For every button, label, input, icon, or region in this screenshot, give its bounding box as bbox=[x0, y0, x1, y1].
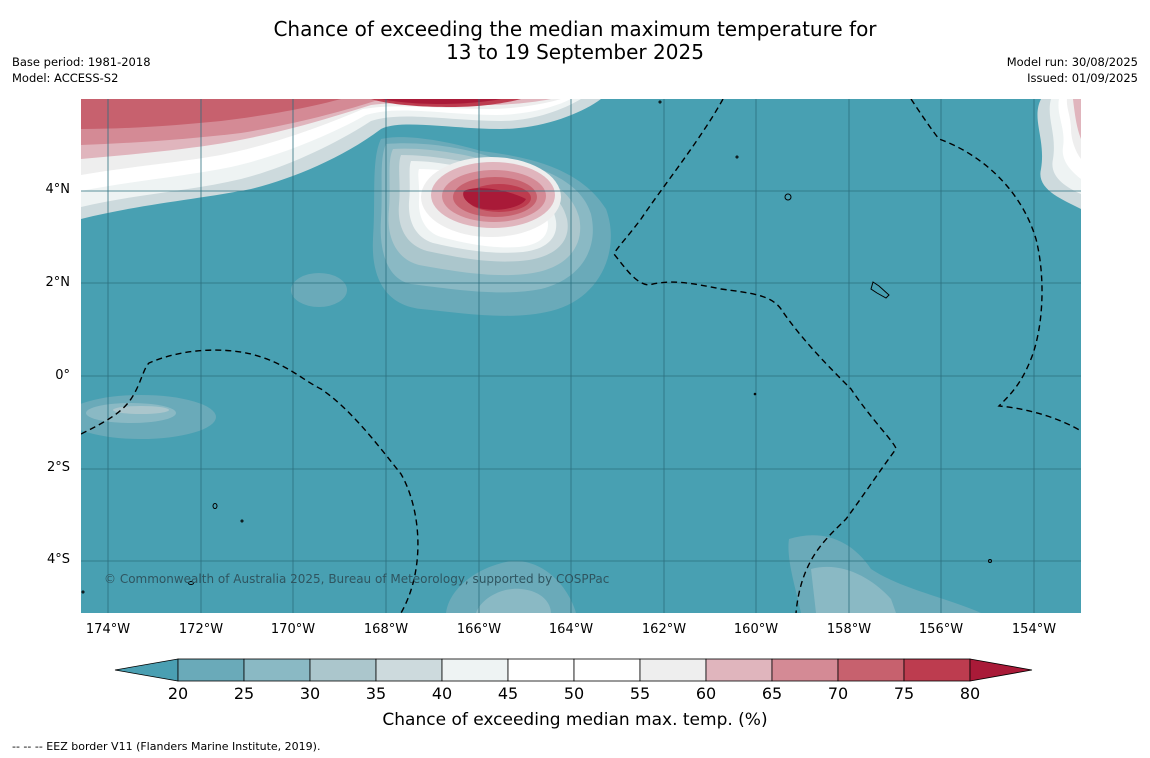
colorbar-tick-65: 65 bbox=[761, 684, 783, 703]
lat-label-4s: 4°S bbox=[46, 552, 70, 567]
lon-label-156w: 156°W bbox=[918, 622, 964, 637]
colorbar-segment bbox=[243, 658, 311, 682]
islands bbox=[81, 100, 992, 594]
colorbar-segment bbox=[375, 658, 443, 682]
lon-label-170w: 170°W bbox=[270, 622, 316, 637]
meta-right: Model run: 30/08/2025 Issued: 01/09/2025 bbox=[1007, 54, 1138, 86]
model-name: Model: ACCESS-S2 bbox=[12, 71, 119, 85]
lat-label-2n: 2°N bbox=[45, 275, 71, 290]
colorbar-extend-low bbox=[114, 658, 179, 682]
lat-label-0: 0° bbox=[55, 368, 70, 383]
forecast-map bbox=[81, 99, 1081, 613]
graticule bbox=[81, 99, 1081, 613]
lon-label-164w: 164°W bbox=[548, 622, 594, 637]
colorbar-tick-25: 25 bbox=[233, 684, 255, 703]
colorbar-tick-45: 45 bbox=[497, 684, 519, 703]
colorbar-segment bbox=[837, 658, 905, 682]
probability-field bbox=[81, 99, 1081, 613]
lon-label-158w: 158°W bbox=[826, 622, 872, 637]
lon-label-166w: 166°W bbox=[456, 622, 502, 637]
colorbar-segment bbox=[309, 658, 377, 682]
light-patch-south bbox=[446, 560, 576, 613]
colorbar-tick-75: 75 bbox=[893, 684, 915, 703]
chart-title: Chance of exceeding the median maximum t… bbox=[0, 18, 1150, 64]
light-patch-west bbox=[81, 395, 216, 439]
issued-date: Issued: 01/09/2025 bbox=[1027, 71, 1138, 85]
lon-label-168w: 168°W bbox=[363, 622, 409, 637]
meta-left: Base period: 1981-2018 Model: ACCESS-S2 bbox=[12, 54, 151, 86]
colorbar-extend-high bbox=[969, 658, 1033, 682]
colorbar-tick-20: 20 bbox=[167, 684, 189, 703]
warm-anomaly-central bbox=[372, 137, 611, 316]
base-period: Base period: 1981-2018 bbox=[12, 55, 151, 69]
lon-label-154w: 154°W bbox=[1011, 622, 1057, 637]
title-line-2: 13 to 19 September 2025 bbox=[446, 40, 704, 64]
colorbar-tick-70: 70 bbox=[827, 684, 849, 703]
colorbar-segment bbox=[507, 658, 575, 682]
colorbar bbox=[114, 658, 1033, 682]
eez-borders bbox=[81, 99, 1081, 613]
colorbar-tick-80: 80 bbox=[959, 684, 981, 703]
model-run: Model run: 30/08/2025 bbox=[1006, 55, 1138, 69]
warm-corner-northeast bbox=[1037, 99, 1081, 209]
title-line-1: Chance of exceeding the median maximum t… bbox=[273, 17, 877, 41]
eez-footnote: -- -- -- EEZ border V11 (Flanders Marine… bbox=[12, 740, 321, 753]
colorbar-segment bbox=[705, 658, 773, 682]
lat-label-4n: 4°N bbox=[45, 182, 71, 197]
light-patch-southeast bbox=[788, 535, 981, 613]
colorbar-segment bbox=[771, 658, 839, 682]
light-patch-center bbox=[291, 273, 347, 307]
colorbar-tick-55: 55 bbox=[629, 684, 651, 703]
colorbar-segment bbox=[441, 658, 509, 682]
colorbar-tick-35: 35 bbox=[365, 684, 387, 703]
colorbar-segments bbox=[114, 658, 1033, 682]
colorbar-tick-40: 40 bbox=[431, 684, 453, 703]
lat-label-2s: 2°S bbox=[46, 460, 70, 475]
copyright-notice: © Commonwealth of Australia 2025, Bureau… bbox=[104, 572, 610, 586]
colorbar-tick-30: 30 bbox=[299, 684, 321, 703]
colorbar-label: Chance of exceeding median max. temp. (%… bbox=[382, 710, 768, 730]
lon-label-174w: 174°W bbox=[85, 622, 131, 637]
colorbar-tick-60: 60 bbox=[695, 684, 717, 703]
colorbar-segment bbox=[177, 658, 245, 682]
lon-label-162w: 162°W bbox=[641, 622, 687, 637]
colorbar-segment bbox=[639, 658, 707, 682]
colorbar-segment bbox=[903, 658, 971, 682]
colorbar-segment bbox=[573, 658, 641, 682]
lon-label-160w: 160°W bbox=[733, 622, 779, 637]
lon-label-172w: 172°W bbox=[178, 622, 224, 637]
colorbar-tick-50: 50 bbox=[563, 684, 585, 703]
